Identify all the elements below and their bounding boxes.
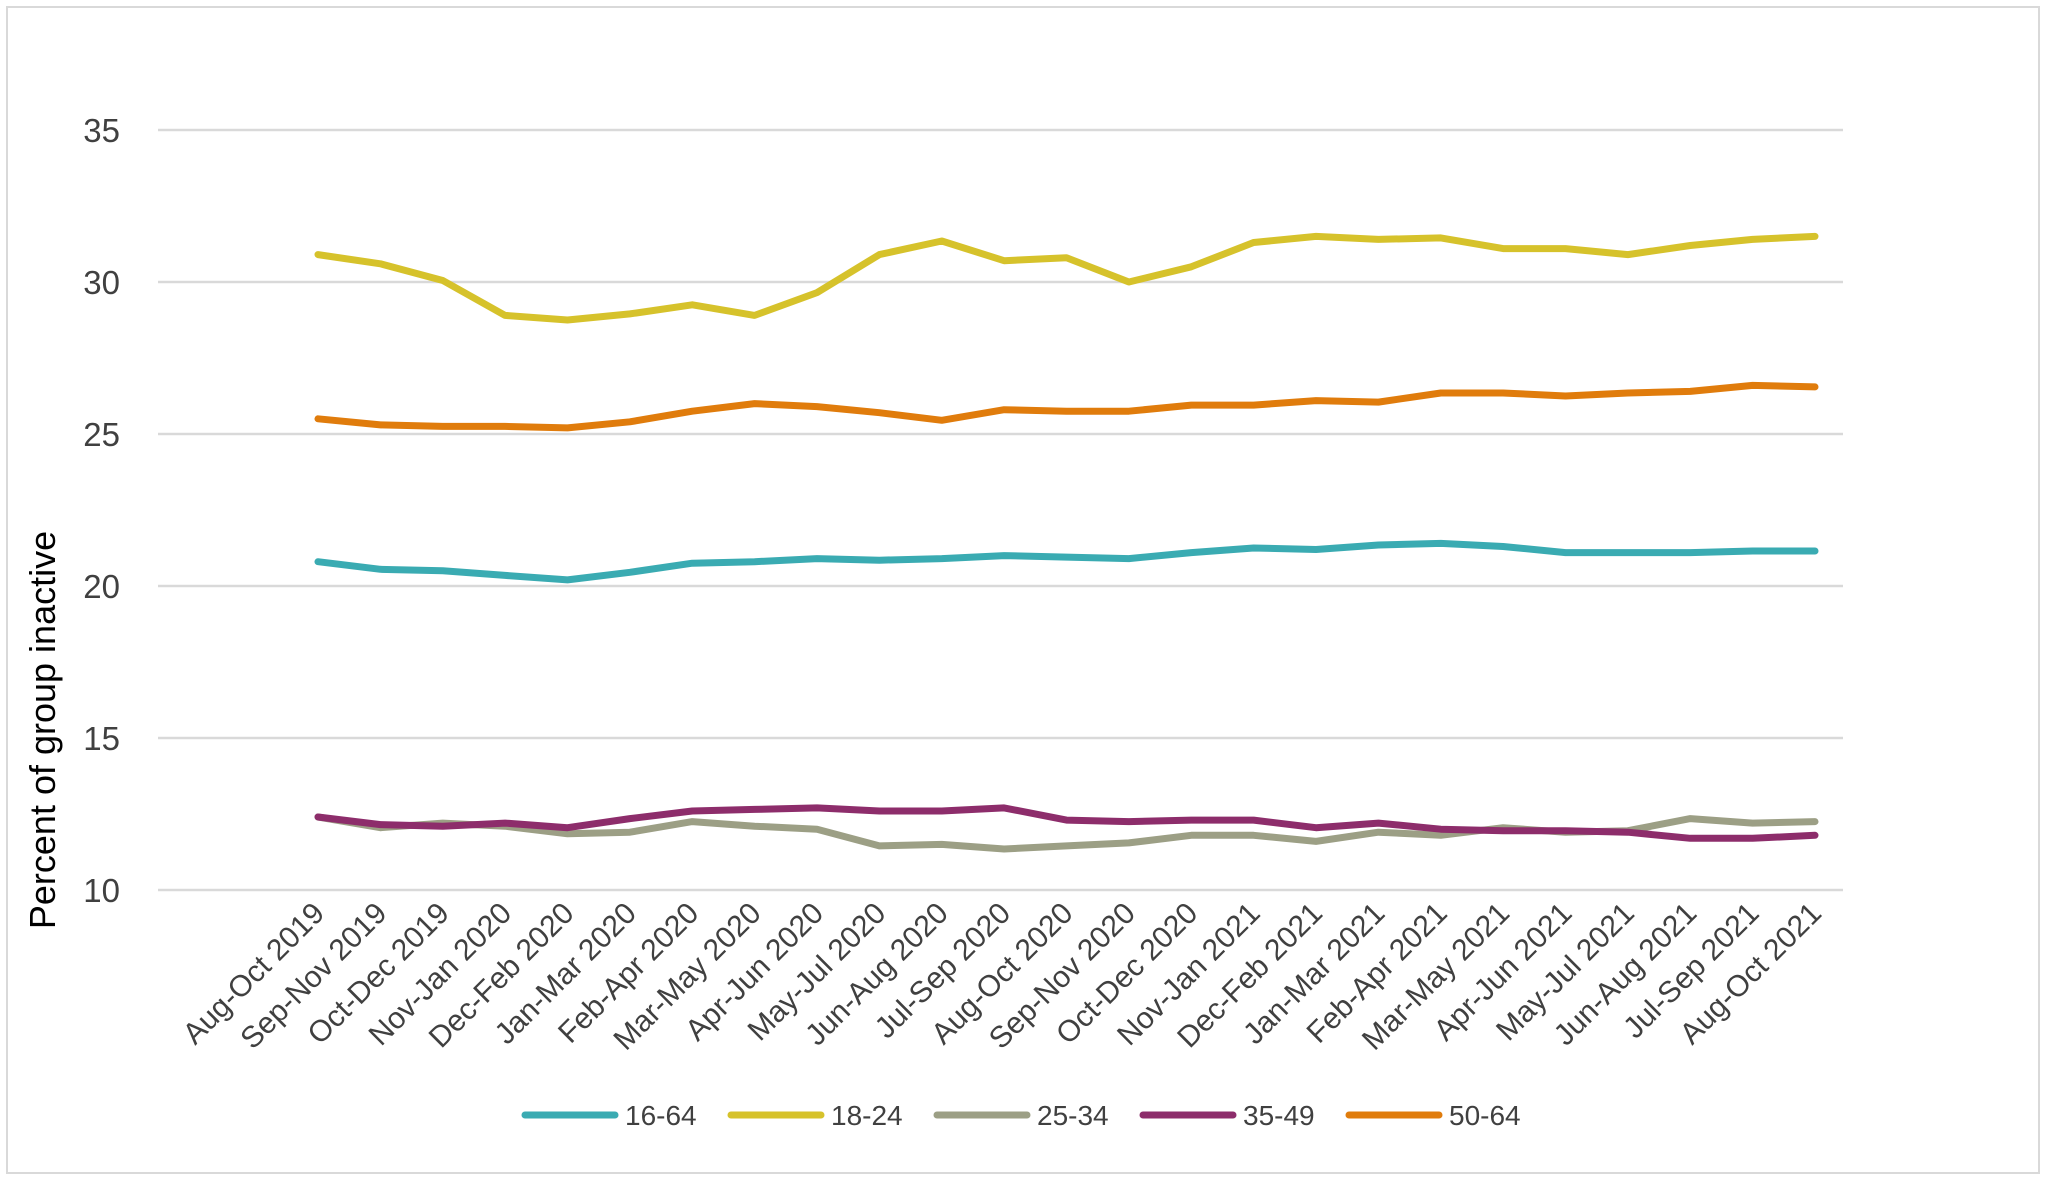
legend: 16-64 18-24 25-34 35-49 50-64 xyxy=(521,1100,1521,1131)
series-line-16-64 xyxy=(314,539,1819,584)
legend-label: 25-34 xyxy=(1037,1100,1109,1131)
legend-label: 18-24 xyxy=(831,1100,903,1131)
y-axis-title: Percent of group inactive xyxy=(22,531,63,929)
y-tick-label: 10 xyxy=(83,872,120,909)
gridlines xyxy=(158,128,1843,892)
series-line-18-24 xyxy=(314,232,1819,324)
y-tick-label: 15 xyxy=(83,720,120,757)
series-line-35-49 xyxy=(314,804,1819,842)
legend-label: 16-64 xyxy=(625,1100,697,1131)
y-axis-ticks: 10 15 20 25 30 35 xyxy=(83,112,120,909)
chart-frame xyxy=(6,6,2040,1174)
y-tick-label: 25 xyxy=(83,416,120,453)
series-lines xyxy=(314,232,1819,853)
y-tick-label: 20 xyxy=(83,568,120,605)
legend-label: 35-49 xyxy=(1243,1100,1315,1131)
legend-label: 50-64 xyxy=(1449,1100,1521,1131)
y-tick-label: 30 xyxy=(83,264,120,301)
series-line-50-64 xyxy=(314,381,1819,432)
y-tick-label: 35 xyxy=(83,112,120,149)
